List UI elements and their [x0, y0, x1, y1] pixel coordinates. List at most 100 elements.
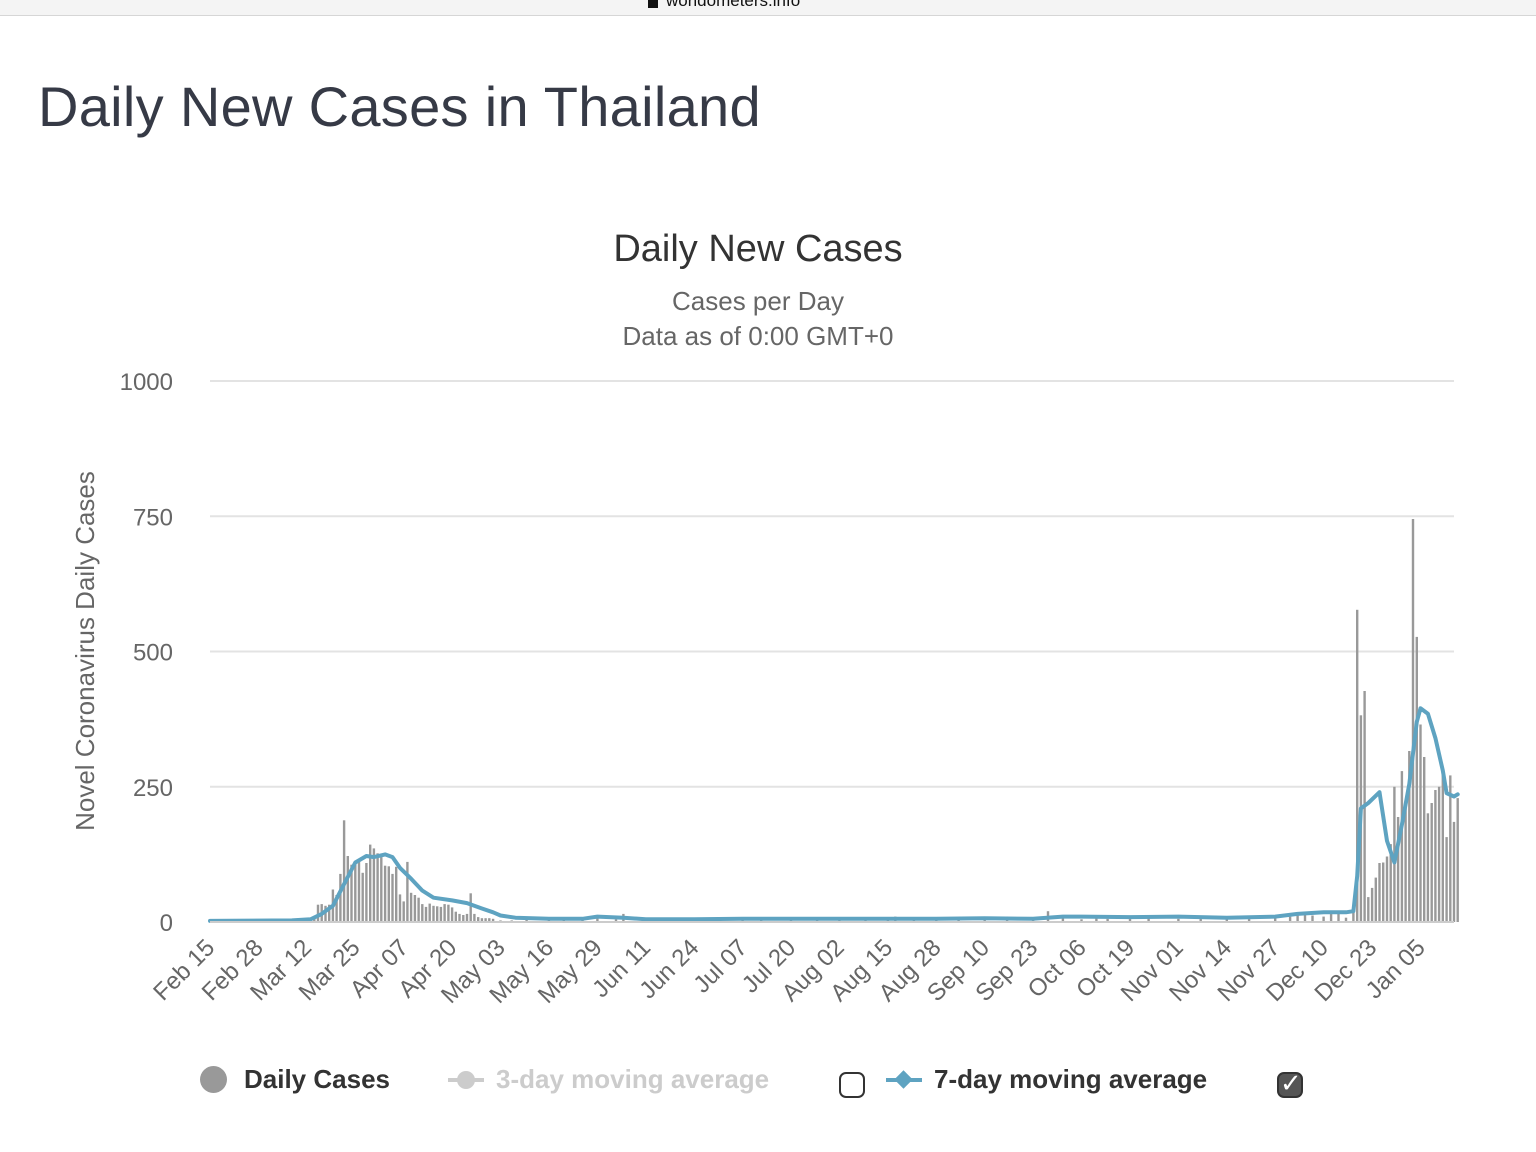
daily-case-bar: [1396, 817, 1400, 922]
daily-case-bar: [1288, 916, 1292, 922]
daily-case-bar: [1356, 609, 1359, 922]
daily-case-bar: [1106, 918, 1109, 922]
url-label: worldometers.info: [666, 0, 801, 10]
daily-case-bar: [480, 918, 484, 922]
daily-case-bar: [912, 919, 916, 922]
daily-case-bar: [1005, 919, 1009, 922]
lock-icon: [648, 0, 658, 8]
daily-case-bar: [1080, 919, 1083, 922]
legend-7day-average[interactable]: 7-day moving average: [886, 1064, 1207, 1095]
browser-address-bar[interactable]: worldometers.info: [0, 0, 1536, 16]
daily-case-bar: [477, 917, 480, 922]
daily-case-bar: [350, 864, 353, 922]
legend-3day-average[interactable]: 3-day moving average: [448, 1064, 769, 1095]
legend-daily-cases[interactable]: Daily Cases: [200, 1064, 390, 1095]
daily-case-bar: [1247, 917, 1251, 922]
daily-case-bar: [406, 861, 409, 922]
daily-case-bar: [1408, 751, 1411, 922]
daily-case-bar: [1322, 916, 1325, 922]
daily-case-bar: [1452, 821, 1456, 922]
daily-case-bar: [372, 848, 376, 922]
x-tick-label: Jul 07: [688, 934, 752, 998]
daily-case-bar: [1031, 919, 1035, 922]
daily-case-bar: [436, 906, 439, 922]
legend-daily-cases-label: Daily Cases: [244, 1064, 390, 1094]
daily-case-bar: [473, 913, 476, 922]
daily-case-bar: [488, 918, 491, 922]
daily-case-bar: [465, 913, 469, 922]
daily-case-bar: [346, 856, 349, 922]
daily-case-bar: [1400, 771, 1404, 922]
chart-title: Daily New Cases: [613, 228, 902, 270]
chart-subtitle-line1: Cases per Day: [672, 286, 844, 316]
daily-case-bar: [357, 861, 361, 922]
chart-legend: Daily Cases 3-day moving average 7-day m…: [0, 1058, 1536, 1108]
daily-case-bar: [1337, 911, 1340, 922]
gridlines: [210, 380, 1454, 788]
daily-case-bar: [376, 853, 379, 922]
daily-case-bar: [424, 906, 428, 922]
daily-case-bar: [1199, 918, 1202, 922]
daily-case-bar: [1147, 916, 1150, 922]
daily-case-bar: [335, 895, 338, 922]
daily-case-bar: [1374, 877, 1377, 922]
daily-case-bar: [1404, 807, 1407, 922]
daily-case-bar: [421, 904, 424, 922]
daily-case-bar: [760, 919, 763, 922]
daily-case-bar: [428, 903, 431, 922]
y-tick-label: 250: [133, 775, 173, 802]
daily-case-bar: [462, 915, 465, 922]
daily-case-bar: [1441, 771, 1444, 922]
y-axis-title: Novel Coronavirus Daily Cases: [70, 471, 100, 831]
daily-case-bar: [432, 905, 435, 922]
y-tick-label: 500: [133, 640, 173, 667]
daily-case-bar: [398, 894, 402, 922]
daily-case-bar: [1426, 813, 1430, 922]
daily-case-bar: [1434, 790, 1437, 922]
daily-new-cases-chart: Daily New Cases Cases per Day Data as of…: [70, 228, 1460, 1009]
y-axis-ticks: 0 250 500 750 1000: [120, 369, 173, 937]
daily-case-bar: [1437, 786, 1441, 923]
daily-case-bar: [1389, 844, 1392, 922]
daily-cases-dot-icon: [200, 1066, 227, 1093]
ma3-checkbox[interactable]: [839, 1072, 865, 1098]
line-diamond-marker-icon: [886, 1069, 922, 1090]
daily-case-bar: [614, 919, 618, 922]
daily-case-bar: [491, 918, 495, 922]
daily-case-bar: [864, 919, 867, 922]
daily-case-bar: [402, 901, 405, 922]
url-text[interactable]: worldometers.info: [648, 0, 800, 11]
daily-case-bar: [1411, 519, 1415, 922]
daily-case-bar: [596, 916, 599, 922]
daily-case-bar: [469, 893, 472, 922]
chart-subtitle-line2: Data as of 0:00 GMT+0: [623, 321, 894, 351]
page-title: Daily New Cases in Thailand: [38, 75, 761, 138]
daily-case-bar: [1449, 775, 1452, 922]
daily-case-bar: [383, 865, 387, 922]
daily-case-bar: [365, 863, 368, 922]
daily-case-bar: [450, 907, 454, 922]
daily-case-bar: [484, 918, 487, 922]
daily-case-bar: [1344, 917, 1348, 922]
y-tick-label: 750: [133, 504, 173, 531]
legend-3day-label: 3-day moving average: [496, 1064, 770, 1094]
daily-case-bar: [439, 906, 443, 922]
daily-case-bar: [1370, 887, 1374, 922]
daily-case-bar: [957, 919, 960, 922]
y-tick-label: 1000: [120, 369, 173, 396]
daily-case-bar: [1274, 918, 1277, 922]
daily-case-bar: [447, 904, 450, 922]
daily-case-bar: [413, 895, 417, 922]
daily-case-bar: [324, 905, 327, 922]
ma7-checkbox[interactable]: ✓: [1277, 1068, 1303, 1098]
daily-case-bar: [1382, 862, 1385, 922]
daily-case-bar: [1423, 757, 1426, 922]
daily-case-bar: [313, 918, 316, 922]
daily-case-bar: [1177, 918, 1180, 922]
daily-case-bar: [454, 911, 457, 922]
daily-case-bar: [1061, 917, 1065, 922]
daily-case-bar: [1445, 837, 1448, 922]
y-tick-label: 0: [160, 910, 173, 937]
daily-case-bar: [380, 857, 383, 922]
daily-case-bar: [328, 904, 331, 922]
